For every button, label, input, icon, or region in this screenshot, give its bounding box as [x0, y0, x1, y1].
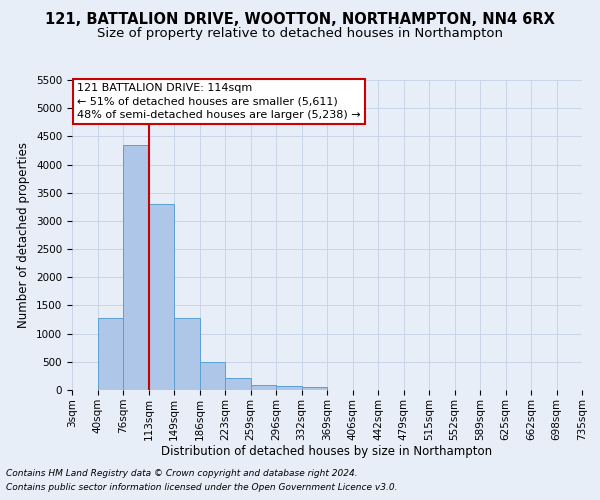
Bar [174, 318, 199, 390]
Text: Contains public sector information licensed under the Open Government Licence v3: Contains public sector information licen… [6, 484, 398, 492]
Bar [251, 384, 276, 390]
Bar [276, 386, 302, 390]
Bar [123, 145, 149, 390]
X-axis label: Distribution of detached houses by size in Northampton: Distribution of detached houses by size … [161, 446, 493, 458]
Bar [97, 318, 123, 390]
Text: Size of property relative to detached houses in Northampton: Size of property relative to detached ho… [97, 28, 503, 40]
Text: 121 BATTALION DRIVE: 114sqm
← 51% of detached houses are smaller (5,611)
48% of : 121 BATTALION DRIVE: 114sqm ← 51% of det… [77, 83, 361, 120]
Text: Contains HM Land Registry data © Crown copyright and database right 2024.: Contains HM Land Registry data © Crown c… [6, 468, 358, 477]
Bar [302, 387, 327, 390]
Text: 121, BATTALION DRIVE, WOOTTON, NORTHAMPTON, NN4 6RX: 121, BATTALION DRIVE, WOOTTON, NORTHAMPT… [45, 12, 555, 28]
Bar [225, 378, 251, 390]
Y-axis label: Number of detached properties: Number of detached properties [17, 142, 31, 328]
Bar [199, 362, 225, 390]
Bar [149, 204, 174, 390]
